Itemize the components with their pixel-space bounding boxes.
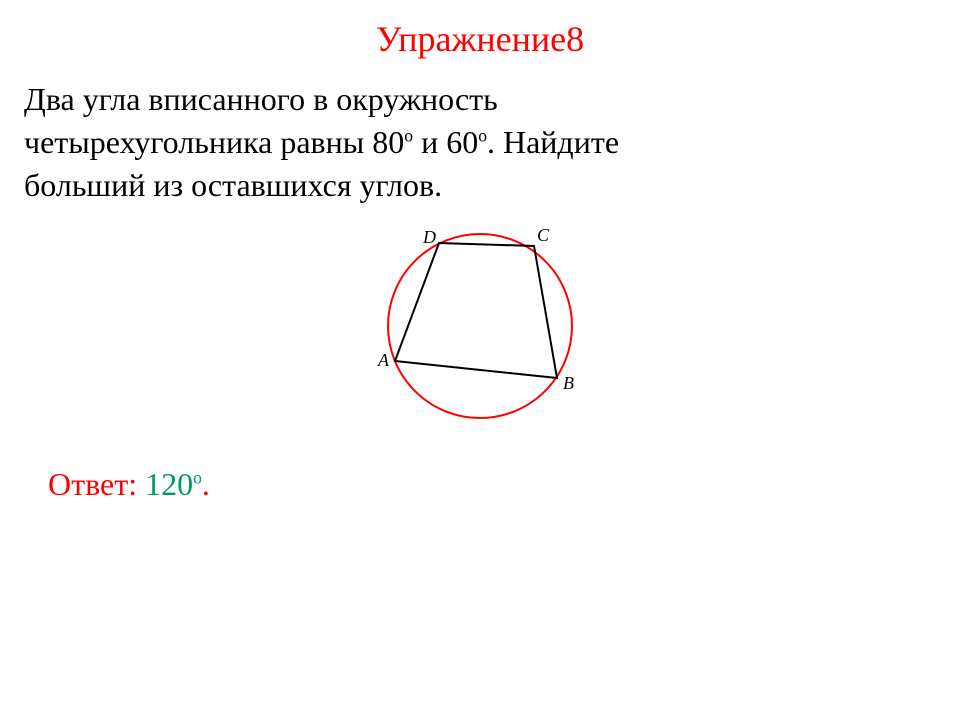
answer-period: .	[202, 466, 210, 502]
page-title: Упражнение8	[0, 0, 960, 60]
vertex-label-c: C	[537, 225, 550, 245]
problem-text: Два угла вписанного в окружность четырех…	[0, 60, 960, 208]
vertex-label-d: D	[422, 227, 436, 247]
quadrilateral-abcd	[395, 243, 557, 378]
vertex-label-a: A	[377, 350, 390, 370]
diagram-container: A B C D	[0, 208, 960, 436]
vertex-label-b: B	[563, 373, 574, 393]
answer-label: Ответ:	[48, 466, 145, 502]
inscribed-quadrilateral-diagram: A B C D	[345, 216, 615, 436]
degree-symbol: о	[193, 467, 202, 487]
degree-symbol: о	[478, 126, 487, 146]
answer-block: Ответ: 120о.	[0, 436, 960, 503]
answer-value: 120	[145, 466, 193, 502]
problem-line3: больший из оставшихся углов.	[24, 167, 442, 203]
problem-line1: Два угла вписанного в окружность	[24, 81, 498, 117]
circumscribed-circle	[388, 234, 572, 418]
problem-line2a: четырехугольника равны 80	[24, 124, 404, 160]
degree-symbol: о	[404, 126, 413, 146]
problem-line2b: и 60	[413, 124, 478, 160]
problem-line2c: . Найдите	[487, 124, 619, 160]
